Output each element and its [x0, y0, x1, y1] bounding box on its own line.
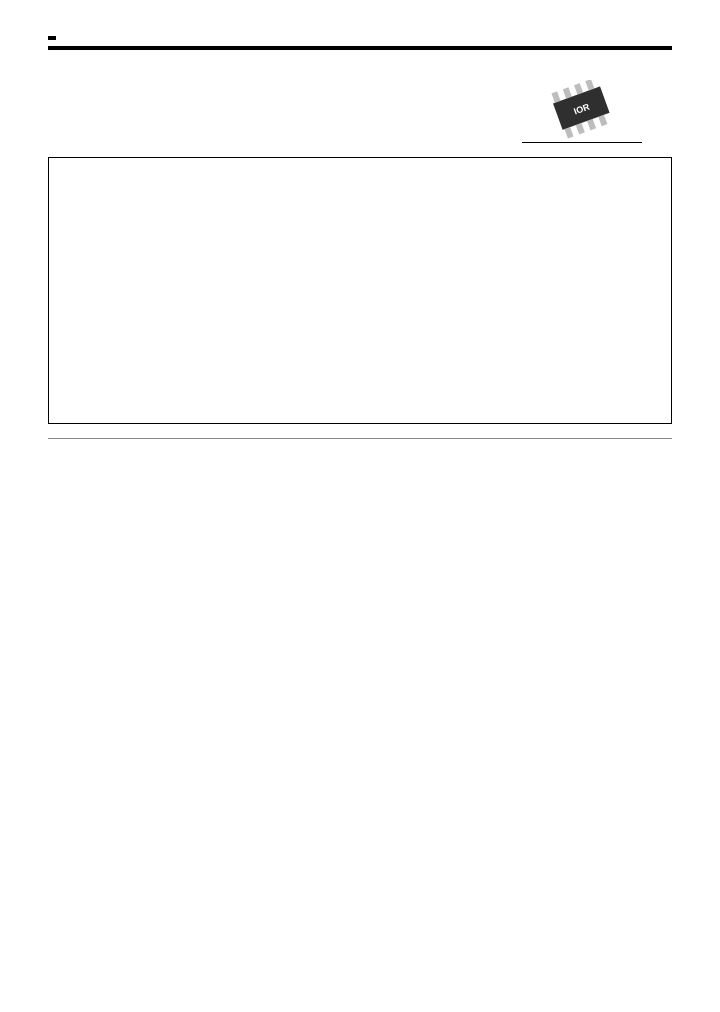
package-icon: IOR	[537, 80, 627, 140]
side-column: IOR	[492, 62, 672, 145]
ior-mark-icon	[48, 36, 56, 40]
header-divider	[48, 46, 672, 50]
page-footer	[48, 438, 672, 443]
package-label	[522, 142, 642, 145]
package-block: IOR	[492, 80, 672, 145]
logo-text-line2	[48, 36, 60, 40]
company-logo	[48, 28, 60, 40]
datasheet-page: IOR	[0, 0, 720, 1012]
main-column	[48, 62, 472, 145]
connection-diagram-box	[48, 157, 672, 424]
header	[48, 28, 672, 40]
connection-diagram	[53, 166, 665, 416]
two-column-layout: IOR	[48, 62, 672, 145]
